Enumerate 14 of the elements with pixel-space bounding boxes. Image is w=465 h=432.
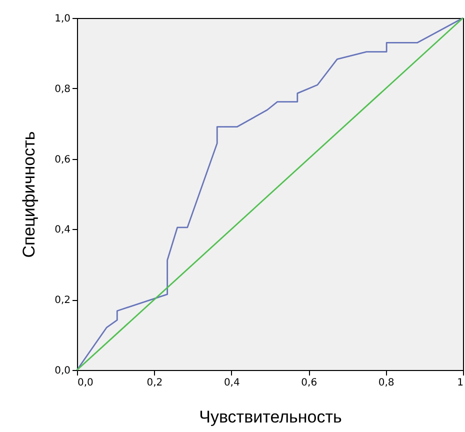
y-tick-label: 0,8 <box>54 84 70 95</box>
y-tick-label: 0,4 <box>54 224 70 236</box>
x-tick-label: 0,2 <box>146 378 163 388</box>
x-tick-label: 1 <box>457 378 464 388</box>
y-tick-label: 1,0 <box>54 14 70 24</box>
y-tick-label: 0,6 <box>54 154 70 166</box>
x-tick-label: 0,6 <box>301 378 318 388</box>
x-axis-title: Чувствительность <box>199 408 342 426</box>
y-tick-label: 0,0 <box>54 366 70 376</box>
x-tick-label: 0,0 <box>78 378 94 388</box>
x-tick-label: 0,8 <box>378 378 394 388</box>
y-axis-title: Специфичность <box>20 131 39 258</box>
y-tick-label: 0,2 <box>54 295 70 306</box>
x-tick-label: 0,4 <box>224 378 240 388</box>
